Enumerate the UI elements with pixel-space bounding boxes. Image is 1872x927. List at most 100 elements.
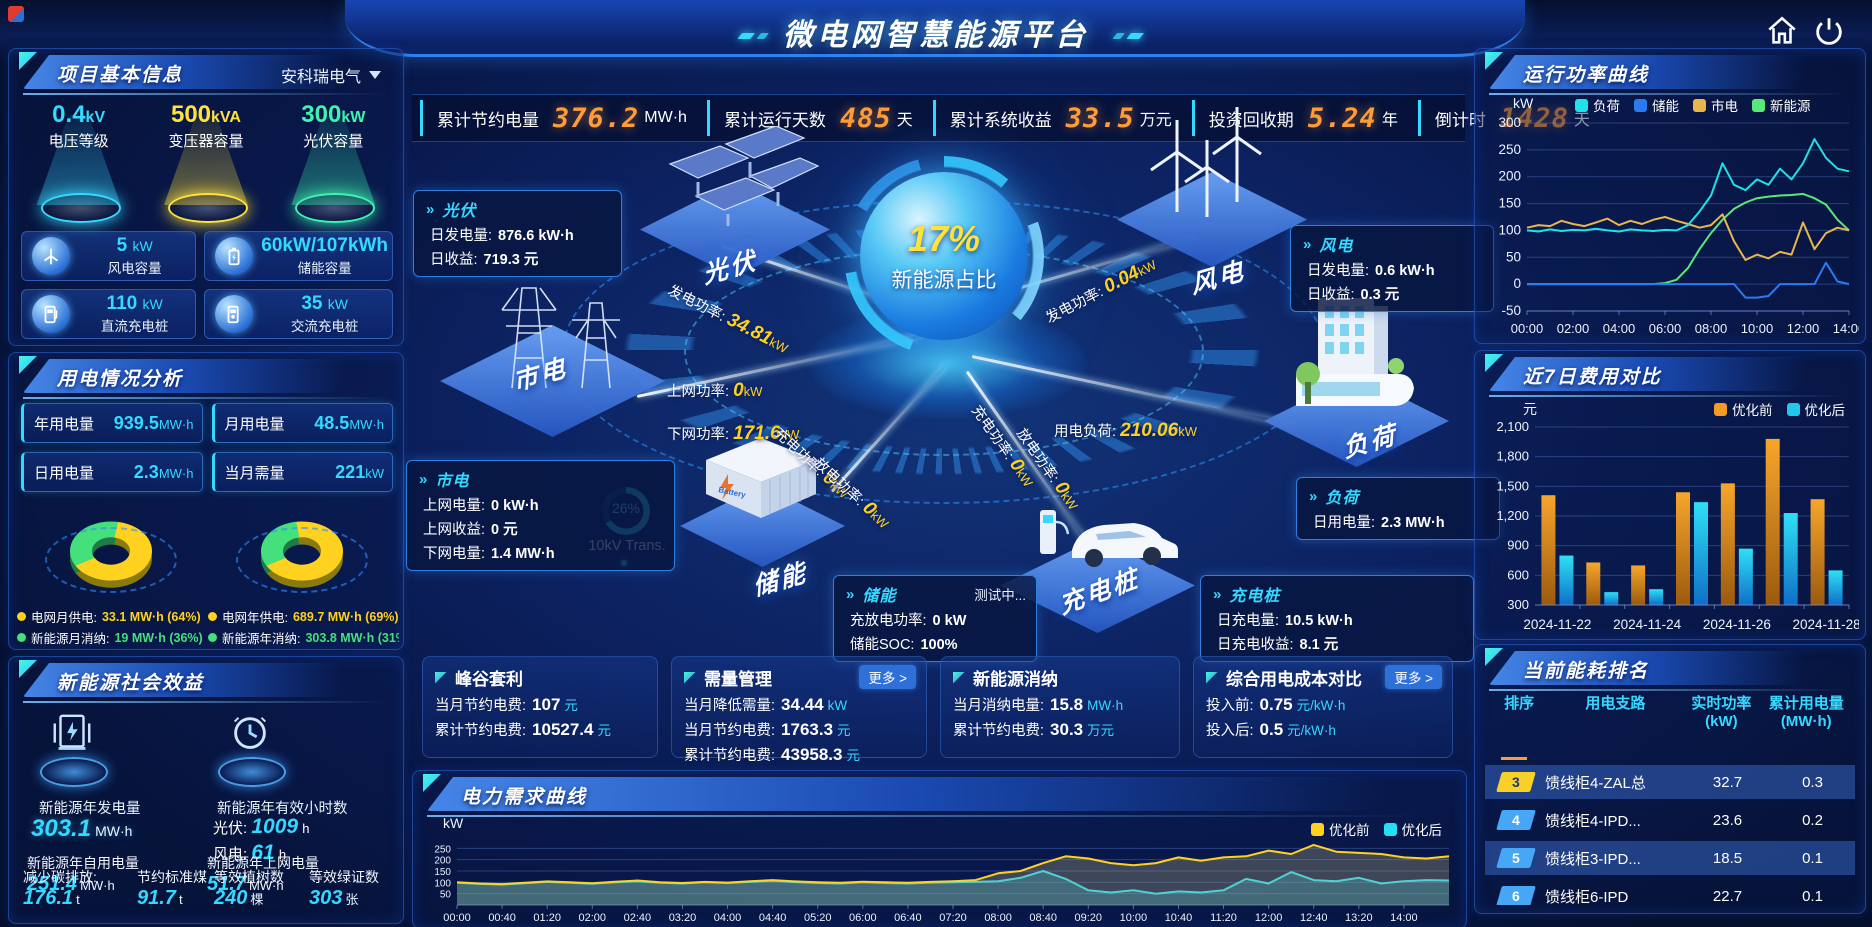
legend-item[interactable]: 优化前 — [1311, 819, 1370, 839]
card-title: 峰谷套利 — [455, 670, 523, 689]
company-selector[interactable]: 安科瑞电气 — [281, 63, 381, 87]
kpi-item: 累计系统收益 33.5 万元 — [932, 100, 1184, 136]
capacity-item: 60kW/107kWh 储能容量 — [204, 231, 393, 281]
legend-item[interactable]: 优化前 — [1714, 399, 1773, 419]
card-title: 需量管理 — [704, 670, 772, 689]
flow-load-power: 用电负荷: 210.06kW — [1054, 420, 1197, 441]
usage-stat: 日用电量 2.3MW·h — [21, 452, 203, 492]
app-logo — [8, 6, 24, 22]
social-overlap-stat: 新能源年自用电量 251.4 MW·h — [27, 855, 139, 895]
arrow-icon: » — [1213, 585, 1222, 603]
arrow-icon: » — [846, 585, 855, 603]
charger-tooltip: » 充电桩 日充电量: 10.5 kW·h 日充电收益: 8.1 元 — [1200, 575, 1474, 662]
social-overlap-stat: 等效绿证数 303 张 — [309, 869, 379, 909]
card-stat: 当月消纳电量: 15.8 MW·h — [953, 695, 1124, 714]
spotlight-stats: 0.4kV 电压等级 500kVA 变压器容量 300kW 光伏容量 — [15, 101, 397, 223]
usage-stat: 月用电量 48.5MW·h — [211, 403, 393, 443]
svg-text:12:00: 12:00 — [1255, 912, 1283, 924]
svg-text:00:40: 00:40 — [488, 912, 516, 924]
legend-item[interactable]: 负荷 — [1575, 95, 1620, 115]
rank-badge: 5 — [1496, 848, 1536, 868]
renewable-share-label: 新能源占比 — [891, 269, 997, 292]
svg-text:900: 900 — [1507, 538, 1529, 553]
generation-pedestal-icon — [27, 705, 117, 791]
svg-text:01:20: 01:20 — [533, 912, 561, 924]
legend-item[interactable]: 新能源月消纳: 19 MW·h (36%) — [17, 628, 208, 647]
svg-text:2,100: 2,100 — [1496, 419, 1529, 434]
svg-text:12:00: 12:00 — [1787, 321, 1820, 336]
legend-item[interactable]: 市电 — [1693, 95, 1738, 115]
legend-item[interactable]: 电网月供电: 33.1 MW·h (64%) — [17, 607, 208, 626]
metric-card: 需量管理 更多 > 当月降低需量: 34.44 kW 当月节约电费: 1763.3 元累计节约… — [671, 656, 927, 764]
usage-stats: 年用电量 939.5MW·h 月用电量 48.5MW·h 日用电量 2.3MW·h 当月需量… — [21, 403, 393, 492]
arrow-icon: » — [419, 470, 428, 488]
legend-item[interactable]: 电网年供电: 689.7 MW·h (69%) — [208, 607, 399, 626]
svg-text:200: 200 — [1498, 169, 1521, 184]
run-power-legend: 负荷 储能 市电 新能源 — [1575, 95, 1811, 115]
capacity-item: 5 kW 风电容量 — [21, 231, 197, 281]
energy-donut-chart — [21, 501, 201, 605]
donut-legend: 电网年供电: 689.7 MW·h (69%) 新能源年消纳: 303.8 MW·h … — [208, 605, 399, 649]
home-icon[interactable] — [1765, 14, 1799, 48]
wind-tooltip: » 风电 日发电量: 0.6 kW·h 日收益: 0.3 元 — [1290, 225, 1494, 312]
ac-charger-icon — [215, 295, 254, 333]
usage-stat: 当月需量 221kW — [211, 452, 393, 492]
legend-item[interactable]: 新能源年消纳:303.8 MW·h (31%) — [208, 628, 399, 647]
cumulative-energy: 0.1 — [1802, 849, 1823, 867]
chevron-down-icon — [369, 71, 381, 79]
power-icon[interactable] — [1812, 14, 1846, 48]
metric-card: 新能源消纳 当月消纳电量: 15.8 MW·h 累计节约电费: 30.3 万元 — [940, 656, 1180, 758]
svg-text:04:00: 04:00 — [714, 912, 742, 924]
legend-item[interactable]: 储能 — [1634, 95, 1679, 115]
svg-text:08:00: 08:00 — [984, 912, 1012, 924]
card-stat: 当月降低需量: 34.44 kW — [684, 695, 848, 714]
arrow-icon: » — [1309, 487, 1318, 505]
more-button[interactable]: 更多 > — [1385, 665, 1442, 689]
load-node-icon — [1278, 290, 1428, 440]
legend-item[interactable]: 优化后 — [1383, 819, 1442, 839]
ranking-column-header: 用电支路 — [1585, 695, 1646, 712]
legend-item[interactable]: 新能源 — [1752, 95, 1811, 115]
svg-text:08:00: 08:00 — [1695, 321, 1728, 336]
pv-node-icon — [650, 125, 820, 241]
cost-legend: 优化前 优化后 — [1714, 399, 1845, 419]
header-band — [345, 0, 1525, 57]
svg-text:07:20: 07:20 — [939, 912, 967, 924]
svg-text:250: 250 — [434, 844, 451, 855]
svg-text:06:40: 06:40 — [894, 912, 922, 924]
branch-name: 馈线柜4-ZAL总 — [1545, 774, 1646, 792]
spotlight-stat: 300kW 光伏容量 — [273, 101, 393, 223]
svg-text:2024-11-28: 2024-11-28 — [1793, 617, 1859, 632]
donut-legend: 电网月供电: 33.1 MW·h (64%) 新能源月消纳: 19 MW·h (36%… — [17, 605, 208, 649]
realtime-power: 32.7 — [1712, 773, 1743, 791]
demand-chart: 50 100 150 200 250 00:00 00:40 01:20 02:00 02:40 0… — [417, 833, 1459, 927]
metric-card: 综合用电成本对比 更多 > 投入前: 0.75 元/kW·h 投入后: 0.5 元/kW·h — [1193, 656, 1453, 758]
charger-node-icon — [1012, 482, 1187, 587]
usage-stat: 年用电量 939.5MW·h — [21, 403, 203, 443]
generation-label: 新能源年发电量 — [39, 801, 141, 817]
more-button[interactable]: 更多 > — [859, 665, 916, 689]
card-corner-icon — [435, 671, 447, 684]
panel-cost-compare: 近7日费用对比 元 优化前 优化后 300 600 900 1,200 1,500 1,80… — [1474, 350, 1866, 640]
svg-text:02:40: 02:40 — [624, 912, 652, 924]
svg-text:02:00: 02:00 — [579, 912, 607, 924]
card-stat: 投入后: 0.5 元/kW·h — [1206, 720, 1336, 739]
panel-title: 近7日费用对比 — [1523, 367, 1662, 388]
realtime-power: 22.7 — [1712, 887, 1743, 905]
panel-corner-icon — [423, 774, 441, 792]
panel-title: 项目基本信息 — [57, 65, 184, 86]
svg-text:50: 50 — [1506, 249, 1521, 264]
capacity-item: 110 kW 直流充电桩 — [21, 289, 197, 339]
legend-item[interactable]: 优化后 — [1786, 399, 1845, 419]
ranking-rows: 3 馈线柜4-ZAL总 32.7 0.3 4 馈线柜4-IPD... 23.6 0.2 5 馈线柜… — [1485, 765, 1855, 905]
card-stat: 当月节约电费: 107 元 — [435, 695, 578, 714]
svg-text:10:00: 10:00 — [1120, 912, 1148, 924]
svg-text:14:00: 14:00 — [1390, 912, 1418, 924]
svg-text:-50: -50 — [1501, 303, 1521, 318]
svg-text:100: 100 — [1498, 222, 1521, 237]
ranking-row: 3 馈线柜4-ZAL总 32.7 0.3 — [1485, 765, 1855, 799]
panel-title: 用电情况分析 — [57, 369, 184, 390]
renewable-share-sphere: 17% 新能源占比 — [860, 172, 1028, 340]
svg-text:10:40: 10:40 — [1165, 912, 1193, 924]
y-axis-unit: kW — [1513, 95, 1534, 111]
